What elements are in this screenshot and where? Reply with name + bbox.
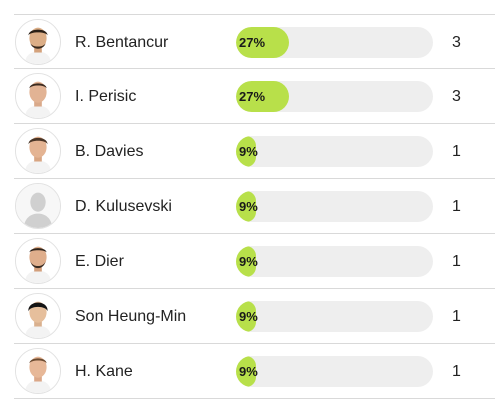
player-name: B. Davies xyxy=(75,143,144,160)
player-avatar xyxy=(15,73,61,119)
percent-bar-fill xyxy=(236,136,256,167)
percent-bar: 27% xyxy=(236,81,433,112)
player-name: Son Heung-Min xyxy=(75,308,187,325)
percent-label: 9% xyxy=(239,254,258,269)
player-name: D. Kulusevski xyxy=(75,198,172,215)
percent-label: 27% xyxy=(239,89,266,104)
list-item[interactable]: R. Bentancur 27% 3 xyxy=(14,14,495,69)
player-name: H. Kane xyxy=(75,363,133,380)
player-avatar xyxy=(15,128,61,174)
list-item[interactable]: Son Heung-Min 9% 1 xyxy=(14,289,495,344)
percent-bar: 9% xyxy=(236,136,433,167)
player-avatar xyxy=(15,348,61,394)
placeholder-silhouette-icon xyxy=(16,184,60,228)
percent-bar-fill xyxy=(236,81,289,112)
percent-bar-fill xyxy=(236,191,256,222)
percent-bar-fill xyxy=(236,246,256,277)
player-photo-icon xyxy=(16,20,60,64)
percent-bar-fill xyxy=(236,27,289,58)
percent-bar: 9% xyxy=(236,191,433,222)
list-item[interactable]: D. Kulusevski 9% 1 xyxy=(14,179,495,234)
percent-bar: 27% xyxy=(236,27,433,58)
percent-bar-fill xyxy=(236,301,256,332)
list-item[interactable]: H. Kane 9% 1 xyxy=(14,344,495,399)
player-name: R. Bentancur xyxy=(75,34,169,51)
player-photo-icon xyxy=(16,349,60,393)
percent-label: 27% xyxy=(239,35,266,50)
percent-label: 9% xyxy=(239,199,258,214)
player-avatar xyxy=(15,19,61,65)
player-photo-icon xyxy=(16,294,60,338)
goal-count: 1 xyxy=(452,143,461,160)
percent-label: 9% xyxy=(239,364,258,379)
list-item[interactable]: I. Perisic 27% 3 xyxy=(14,69,495,124)
list-item[interactable]: E. Dier 9% 1 xyxy=(14,234,495,289)
goal-count: 1 xyxy=(452,363,461,380)
player-name: I. Perisic xyxy=(75,88,137,105)
player-avatar xyxy=(15,293,61,339)
percent-label: 9% xyxy=(239,309,258,324)
percent-bar: 9% xyxy=(236,301,433,332)
percent-bar: 9% xyxy=(236,356,433,387)
goal-count: 3 xyxy=(452,34,461,51)
goal-count: 3 xyxy=(452,88,461,105)
player-avatar xyxy=(15,183,61,229)
player-photo-icon xyxy=(16,74,60,118)
goal-count: 1 xyxy=(452,253,461,270)
percent-bar: 9% xyxy=(236,246,433,277)
goal-count: 1 xyxy=(452,198,461,215)
goal-count: 1 xyxy=(452,308,461,325)
player-photo-icon xyxy=(16,129,60,173)
player-name: E. Dier xyxy=(75,253,124,270)
player-photo-icon xyxy=(16,239,60,283)
player-avatar xyxy=(15,238,61,284)
list-item[interactable]: B. Davies 9% 1 xyxy=(14,124,495,179)
percent-bar-fill xyxy=(236,356,256,387)
percent-label: 9% xyxy=(239,144,258,159)
